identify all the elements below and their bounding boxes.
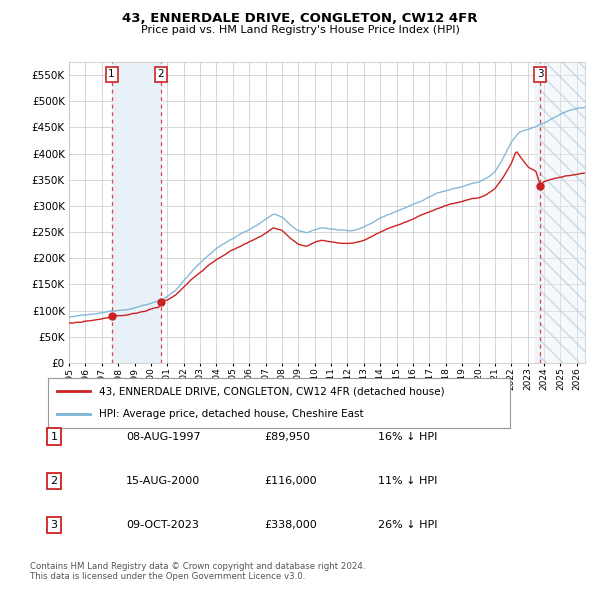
Text: 09-OCT-2023: 09-OCT-2023 xyxy=(126,520,199,530)
Text: 1: 1 xyxy=(50,432,58,441)
Bar xyxy=(540,62,585,363)
Text: £338,000: £338,000 xyxy=(264,520,317,530)
Text: 15-AUG-2000: 15-AUG-2000 xyxy=(126,476,200,486)
Text: 3: 3 xyxy=(537,70,544,80)
Text: 08-AUG-1997: 08-AUG-1997 xyxy=(126,432,200,441)
Text: HPI: Average price, detached house, Cheshire East: HPI: Average price, detached house, Ches… xyxy=(99,409,364,419)
Text: 16% ↓ HPI: 16% ↓ HPI xyxy=(378,432,437,441)
Bar xyxy=(112,62,161,363)
Text: 11% ↓ HPI: 11% ↓ HPI xyxy=(378,476,437,486)
Text: £89,950: £89,950 xyxy=(264,432,310,441)
Text: 2: 2 xyxy=(157,70,164,80)
Bar xyxy=(535,62,540,363)
Text: 3: 3 xyxy=(50,520,58,530)
Text: 1: 1 xyxy=(108,70,115,80)
Text: Price paid vs. HM Land Registry's House Price Index (HPI): Price paid vs. HM Land Registry's House … xyxy=(140,25,460,35)
Text: 2: 2 xyxy=(50,476,58,486)
Text: This data is licensed under the Open Government Licence v3.0.: This data is licensed under the Open Gov… xyxy=(30,572,305,581)
Text: 26% ↓ HPI: 26% ↓ HPI xyxy=(378,520,437,530)
Text: £116,000: £116,000 xyxy=(264,476,317,486)
Text: 43, ENNERDALE DRIVE, CONGLETON, CW12 4FR (detached house): 43, ENNERDALE DRIVE, CONGLETON, CW12 4FR… xyxy=(99,386,445,396)
Bar xyxy=(540,62,585,363)
Text: Contains HM Land Registry data © Crown copyright and database right 2024.: Contains HM Land Registry data © Crown c… xyxy=(30,562,365,571)
Text: 43, ENNERDALE DRIVE, CONGLETON, CW12 4FR: 43, ENNERDALE DRIVE, CONGLETON, CW12 4FR xyxy=(122,12,478,25)
